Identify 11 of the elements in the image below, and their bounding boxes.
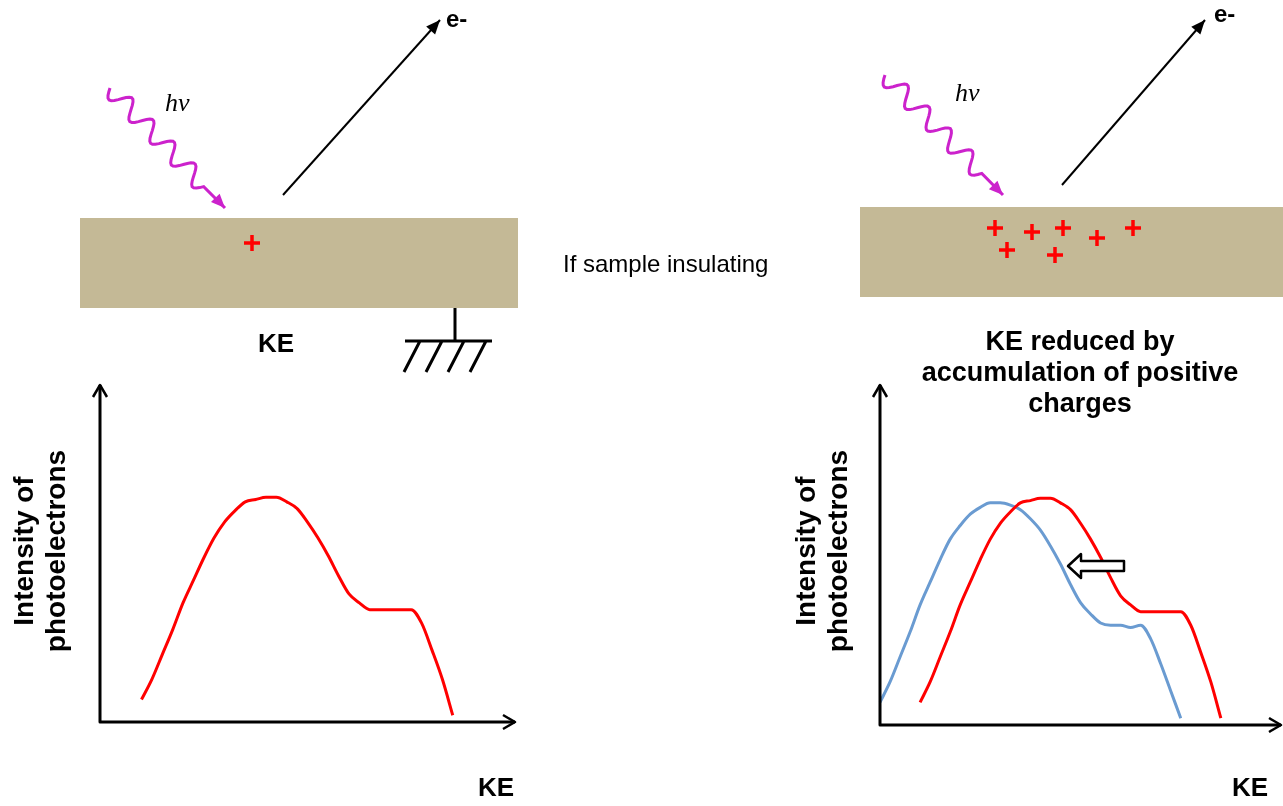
- y-axis-title: Intensity of photoelectrons: [790, 448, 854, 655]
- text: KE: [258, 328, 295, 359]
- text: hν: [955, 78, 980, 108]
- text: If sample insulating: [563, 250, 769, 278]
- x-axis-title: KE: [478, 772, 515, 803]
- text: hν: [165, 88, 190, 118]
- chart-title: KE reduced by accumulation of positive charges: [920, 326, 1240, 419]
- text: e-: [1214, 0, 1236, 28]
- y-axis-title: Intensity of photoelectrons: [8, 448, 72, 655]
- text: e-: [446, 5, 468, 33]
- x-axis-title: KE: [1232, 772, 1269, 803]
